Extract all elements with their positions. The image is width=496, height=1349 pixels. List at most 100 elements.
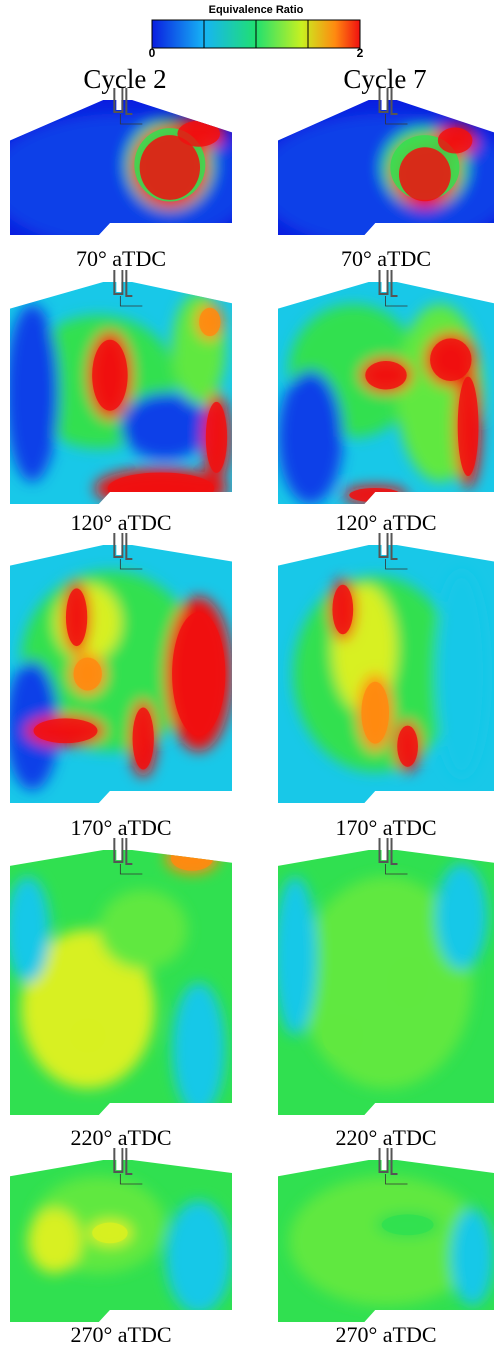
valve-gap bbox=[116, 88, 122, 110]
valve bbox=[378, 533, 398, 560]
axis-glyph bbox=[385, 864, 408, 875]
field-core bbox=[386, 957, 429, 1008]
valve-gap bbox=[381, 533, 387, 555]
field-core bbox=[139, 135, 201, 200]
colorbar-title: Equivalence Ratio bbox=[209, 4, 304, 16]
valve bbox=[378, 1148, 398, 1175]
field-core bbox=[92, 339, 128, 411]
panel-label: 70° aTDC bbox=[76, 246, 166, 271]
field-blob bbox=[288, 1176, 484, 1306]
valve-gap bbox=[381, 270, 387, 292]
axis-glyph bbox=[119, 864, 143, 875]
contour-panel bbox=[10, 1148, 232, 1322]
axis-glyph bbox=[385, 559, 408, 570]
panel-label: 270° aTDC bbox=[70, 1322, 171, 1347]
field-blob bbox=[165, 1200, 232, 1314]
valve-gap bbox=[116, 270, 122, 292]
valve bbox=[378, 838, 398, 865]
field-blob bbox=[98, 889, 188, 970]
panel-label: 120° aTDC bbox=[335, 510, 436, 535]
panel-label: 220° aTDC bbox=[70, 1125, 171, 1150]
field-blobs bbox=[293, 570, 488, 778]
field-core bbox=[170, 850, 214, 871]
contour-panel bbox=[10, 88, 232, 235]
contour-field bbox=[10, 545, 232, 803]
contour-panel bbox=[10, 270, 232, 504]
field-blob bbox=[450, 1208, 494, 1306]
valve bbox=[113, 533, 133, 560]
field-blob bbox=[278, 876, 317, 1036]
axis-glyph bbox=[385, 1174, 408, 1185]
axis-glyph bbox=[385, 114, 408, 125]
field-blob bbox=[435, 570, 488, 778]
valve-gap bbox=[381, 1148, 387, 1170]
contour-field bbox=[278, 1160, 494, 1322]
field-core bbox=[205, 401, 228, 473]
field-core bbox=[398, 147, 451, 202]
contour-field bbox=[278, 100, 494, 235]
field-core bbox=[177, 120, 221, 147]
field-core bbox=[92, 1222, 128, 1244]
field-core bbox=[33, 718, 98, 744]
valve-gap bbox=[116, 838, 122, 860]
field-core bbox=[132, 707, 154, 770]
panel-label: 220° aTDC bbox=[335, 1125, 436, 1150]
field-blob bbox=[27, 1208, 82, 1274]
panel-label: 70° aTDC bbox=[341, 246, 431, 271]
field-core bbox=[397, 725, 418, 767]
field-core bbox=[437, 127, 473, 154]
contour-panel bbox=[10, 533, 232, 803]
field-blob bbox=[10, 876, 50, 983]
valve bbox=[113, 88, 133, 115]
panel-label: 270° aTDC bbox=[335, 1322, 436, 1347]
axis-glyph bbox=[119, 559, 143, 570]
contour-field bbox=[278, 545, 494, 803]
field-core bbox=[107, 472, 215, 504]
axis-glyph bbox=[385, 296, 408, 307]
field-blob bbox=[21, 929, 155, 1089]
contour-field bbox=[10, 282, 232, 504]
field-core bbox=[332, 584, 354, 635]
contour-panel bbox=[278, 838, 494, 1115]
contour-panel bbox=[278, 270, 494, 504]
axis-glyph bbox=[119, 114, 143, 125]
field-blob bbox=[172, 982, 226, 1115]
field-blob bbox=[120, 393, 210, 460]
field-blobs bbox=[27, 1176, 232, 1314]
field-core bbox=[172, 612, 226, 736]
valve-gap bbox=[381, 838, 387, 860]
contour-field bbox=[10, 1160, 232, 1322]
column-header: Cycle 2 bbox=[83, 64, 166, 94]
colorbar-tick: 0 bbox=[149, 46, 156, 60]
contour-panel bbox=[278, 1148, 494, 1322]
panel-label: 170° aTDC bbox=[70, 815, 171, 840]
valve-gap bbox=[116, 533, 122, 555]
valve bbox=[113, 1148, 133, 1175]
field-core bbox=[457, 376, 479, 477]
panel-label: 170° aTDC bbox=[335, 815, 436, 840]
contour-panel bbox=[278, 533, 494, 803]
contour-field bbox=[278, 282, 494, 504]
axis-glyph bbox=[119, 296, 143, 307]
field-core bbox=[65, 588, 88, 647]
field-blob bbox=[10, 304, 59, 482]
valve bbox=[378, 88, 398, 115]
field-core bbox=[73, 657, 102, 691]
contour-field bbox=[278, 850, 494, 1115]
valve bbox=[378, 270, 398, 297]
valve bbox=[113, 270, 133, 297]
field-blob bbox=[278, 370, 343, 504]
field-core bbox=[322, 1014, 364, 1057]
axis-glyph bbox=[119, 1174, 143, 1185]
valve bbox=[113, 838, 133, 865]
colorbar-tick: 2 bbox=[357, 46, 364, 60]
field-blob bbox=[435, 863, 488, 970]
panel-label: 120° aTDC bbox=[70, 510, 171, 535]
contour-field bbox=[10, 100, 232, 235]
field-core bbox=[381, 1214, 434, 1236]
contour-panel bbox=[10, 838, 232, 1115]
field-core bbox=[365, 361, 407, 390]
contour-panel bbox=[278, 88, 494, 235]
valve-gap bbox=[116, 1148, 122, 1170]
